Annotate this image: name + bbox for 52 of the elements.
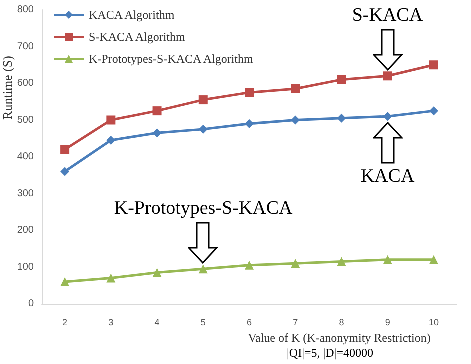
point [245, 260, 254, 270]
y-tick-label: 800 [17, 4, 34, 16]
point [337, 75, 346, 84]
point [337, 257, 346, 266]
x-tick-label: 6 [246, 318, 252, 328]
x-tick-label: 5 [200, 318, 206, 328]
point [383, 72, 392, 81]
y-tick-label: 400 [17, 152, 34, 162]
point [383, 255, 392, 264]
x-tick-label: 2 [62, 318, 68, 328]
x-tick-label: 3 [108, 318, 114, 328]
x-tick-label: 9 [385, 318, 390, 328]
point [106, 136, 116, 145]
point [245, 88, 254, 98]
y-tick-label: 500 [17, 114, 34, 126]
annotation: K-Prototypes-S-KACA [114, 198, 293, 220]
text: |QI|=5, |D|=40000 [287, 346, 374, 361]
point [429, 60, 438, 70]
x-tick-label: 4 [154, 318, 160, 328]
point [60, 277, 70, 286]
point [152, 268, 162, 278]
x-axis-title: Value of K (K-anonymity Restriction) [248, 331, 431, 345]
point [291, 259, 300, 268]
point [245, 119, 254, 128]
annotation: S-KACA [352, 5, 424, 28]
legend-label: KACA Algorithm [89, 8, 176, 22]
point [291, 116, 300, 125]
point [106, 116, 116, 125]
point [198, 124, 208, 134]
y-tick-label: 600 [17, 78, 34, 89]
legend-label: S-KACA Algorithm [89, 30, 186, 44]
point [106, 274, 116, 283]
point [152, 106, 162, 116]
y-tick-label: 200 [17, 225, 34, 236]
y-tick-label: 100 [17, 262, 34, 273]
point [291, 84, 300, 94]
point [198, 96, 208, 105]
point [152, 128, 162, 138]
x-tick-label: 10 [428, 318, 439, 328]
x-tick-label: 8 [339, 318, 344, 328]
x-tick-label: 7 [293, 318, 298, 328]
point [60, 145, 70, 154]
point [429, 106, 438, 116]
point [60, 167, 70, 176]
point [198, 264, 208, 274]
y-tick-label: 300 [17, 188, 34, 200]
y-axis-title: Runtime (S) [0, 56, 15, 120]
annotation: KACA [360, 166, 415, 188]
y-tick-label: 700 [17, 41, 34, 52]
point [429, 255, 438, 264]
y-tick-label: 0 [28, 298, 34, 310]
legend-label: K-Prototypes-S-KACA Algorithm [89, 52, 254, 66]
